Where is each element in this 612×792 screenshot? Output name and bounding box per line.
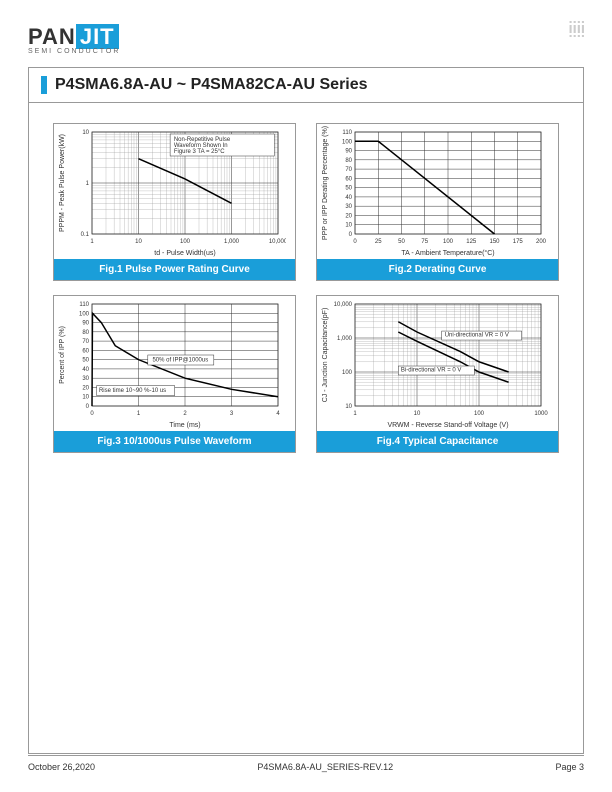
fig3-chart: 01234010203040506070809010011050% of IPP… bbox=[54, 296, 295, 431]
svg-text:Uni-directional VR = 0 V: Uni-directional VR = 0 V bbox=[445, 333, 509, 339]
svg-text:1,000: 1,000 bbox=[224, 239, 240, 245]
fig2-box: 0 25 50 75 100 125 150 175 200 0 10 20 30 40 50 60 70 80 9… bbox=[316, 123, 559, 281]
fig2-caption: Fig.2 Derating Curve bbox=[317, 259, 558, 280]
footer: October 26,2020 P4SMA6.8A-AU_SERIES-REV.… bbox=[28, 755, 584, 772]
svg-text:0: 0 bbox=[349, 232, 353, 238]
svg-text:100: 100 bbox=[443, 239, 454, 245]
svg-text:70: 70 bbox=[82, 339, 89, 345]
svg-text:VRWM - Reverse Stand-off Volta: VRWM - Reverse Stand-off Voltage (V) bbox=[387, 422, 508, 429]
svg-text:50: 50 bbox=[345, 186, 352, 192]
svg-text:100: 100 bbox=[180, 239, 191, 245]
svg-text:1: 1 bbox=[137, 411, 141, 417]
svg-text:10: 10 bbox=[82, 395, 89, 401]
svg-text:0: 0 bbox=[90, 411, 94, 417]
svg-text:100: 100 bbox=[79, 311, 90, 317]
svg-text:0.1: 0.1 bbox=[81, 232, 90, 238]
svg-text:50: 50 bbox=[398, 239, 405, 245]
fig2-chart: 0 25 50 75 100 125 150 175 200 0 10 20 30 40 50 60 70 80 9… bbox=[317, 124, 558, 259]
corner-decoration: ⠿⠿⠿⠿ bbox=[567, 24, 584, 36]
svg-text:25: 25 bbox=[375, 239, 382, 245]
svg-text:150: 150 bbox=[489, 239, 500, 245]
svg-text:40: 40 bbox=[345, 195, 352, 201]
svg-text:75: 75 bbox=[421, 239, 428, 245]
svg-text:10: 10 bbox=[82, 130, 89, 136]
fig1-chart: 1101001,00010,0000.1110Non-Repetitive Pu… bbox=[54, 124, 295, 259]
fig4-box: 1101001000101001,00010,000Uni-directiona… bbox=[316, 295, 559, 453]
svg-text:10: 10 bbox=[135, 239, 142, 245]
svg-text:1: 1 bbox=[86, 181, 90, 187]
fig3-caption: Fig.3 10/1000us Pulse Waveform bbox=[54, 431, 295, 452]
svg-text:60: 60 bbox=[82, 348, 89, 354]
svg-text:70: 70 bbox=[345, 167, 352, 173]
svg-text:1,000: 1,000 bbox=[337, 336, 353, 342]
svg-text:60: 60 bbox=[345, 176, 352, 182]
svg-text:2: 2 bbox=[183, 411, 187, 417]
svg-text:90: 90 bbox=[345, 149, 352, 155]
footer-page: Page 3 bbox=[555, 762, 584, 772]
page-title: P4SMA6.8A-AU ~ P4SMA82CA-AU Series bbox=[55, 76, 368, 94]
svg-text:100: 100 bbox=[342, 370, 353, 376]
svg-text:10: 10 bbox=[414, 411, 421, 417]
fig4-caption: Fig.4 Typical Capacitance bbox=[317, 431, 558, 452]
svg-text:10,000: 10,000 bbox=[334, 302, 353, 308]
svg-text:CJ - Junction Capacitance(pF): CJ - Junction Capacitance(pF) bbox=[322, 308, 329, 403]
svg-text:200: 200 bbox=[536, 239, 547, 245]
svg-text:110: 110 bbox=[79, 302, 89, 308]
svg-text:0: 0 bbox=[353, 239, 357, 245]
fig3-box: 01234010203040506070809010011050% of IPP… bbox=[53, 295, 296, 453]
footer-doc: P4SMA6.8A-AU_SERIES-REV.12 bbox=[257, 762, 393, 772]
svg-text:50: 50 bbox=[82, 358, 89, 364]
svg-text:4: 4 bbox=[276, 411, 280, 417]
svg-text:90: 90 bbox=[82, 321, 89, 327]
svg-text:td - Pulse Width(us): td - Pulse Width(us) bbox=[154, 250, 215, 257]
svg-text:20: 20 bbox=[82, 385, 89, 391]
svg-text:1: 1 bbox=[353, 411, 357, 417]
fig1-box: 1101001,00010,0000.1110Non-Repetitive Pu… bbox=[53, 123, 296, 281]
logo-highlight: JIT bbox=[76, 24, 119, 49]
svg-text:50% of IPP@1000us: 50% of IPP@1000us bbox=[152, 357, 208, 363]
svg-text:40: 40 bbox=[82, 367, 89, 373]
svg-text:175: 175 bbox=[513, 239, 524, 245]
svg-text:100: 100 bbox=[342, 139, 353, 145]
svg-text:0: 0 bbox=[86, 404, 90, 410]
svg-text:20: 20 bbox=[345, 213, 352, 219]
svg-text:Percent of IPP (%): Percent of IPP (%) bbox=[59, 326, 66, 384]
svg-text:Figure 3 TA = 25°C: Figure 3 TA = 25°C bbox=[174, 149, 225, 155]
svg-text:10: 10 bbox=[345, 223, 352, 229]
fig1-caption: Fig.1 Pulse Power Rating Curve bbox=[54, 259, 295, 280]
main-frame: P4SMA6.8A-AU ~ P4SMA82CA-AU Series 11010… bbox=[28, 67, 584, 754]
logo: PANJIT SEMI CONDUCTOR bbox=[28, 24, 120, 55]
fig4-chart: 1101001000101001,00010,000Uni-directiona… bbox=[317, 296, 558, 431]
svg-text:30: 30 bbox=[345, 204, 352, 210]
svg-text:3: 3 bbox=[230, 411, 234, 417]
logo-pre: PAN bbox=[28, 24, 76, 49]
svg-text:30: 30 bbox=[82, 376, 89, 382]
svg-text:1: 1 bbox=[90, 239, 94, 245]
svg-text:80: 80 bbox=[345, 158, 352, 164]
svg-text:Rise time 10~90 %-10 us: Rise time 10~90 %-10 us bbox=[99, 388, 166, 394]
svg-text:1000: 1000 bbox=[534, 411, 548, 417]
svg-text:TA - Ambient Temperature(°C): TA - Ambient Temperature(°C) bbox=[401, 249, 494, 257]
svg-text:10,000: 10,000 bbox=[269, 239, 286, 245]
svg-text:110: 110 bbox=[342, 130, 352, 136]
title-bar: P4SMA6.8A-AU ~ P4SMA82CA-AU Series bbox=[29, 68, 583, 103]
header-row: PANJIT SEMI CONDUCTOR ⠿⠿⠿⠿ bbox=[28, 24, 584, 55]
svg-text:PPPM - Peak Pulse Power(kW): PPPM - Peak Pulse Power(kW) bbox=[59, 134, 66, 232]
footer-date: October 26,2020 bbox=[28, 762, 95, 772]
svg-text:125: 125 bbox=[466, 239, 477, 245]
svg-text:100: 100 bbox=[474, 411, 485, 417]
svg-text:80: 80 bbox=[82, 330, 89, 336]
svg-text:Time (ms): Time (ms) bbox=[169, 422, 200, 429]
logo-subtitle: SEMI CONDUCTOR bbox=[28, 48, 120, 55]
svg-text:Bi-directional VR = 0 V: Bi-directional VR = 0 V bbox=[401, 367, 462, 373]
svg-text:PPP or IPP Derating Percentage: PPP or IPP Derating Percentage (%) bbox=[322, 126, 329, 240]
svg-text:10: 10 bbox=[345, 404, 352, 410]
title-accent bbox=[41, 76, 47, 94]
